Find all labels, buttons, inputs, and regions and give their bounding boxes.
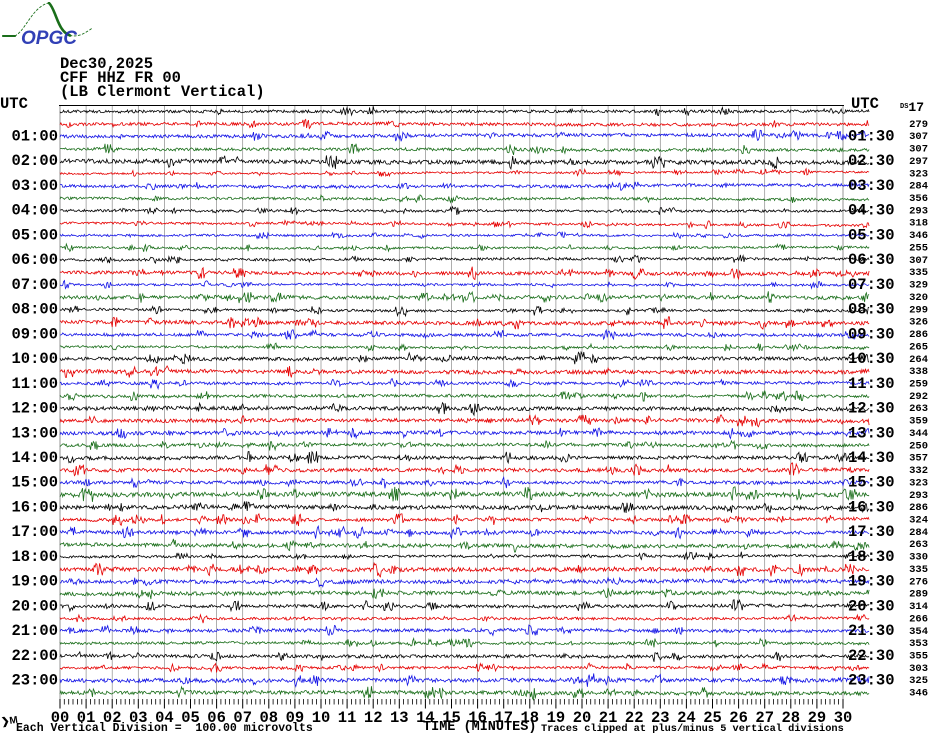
svg-text:286: 286 bbox=[909, 502, 928, 514]
svg-text:03:30: 03:30 bbox=[848, 177, 895, 195]
svg-text:356: 356 bbox=[909, 193, 928, 205]
svg-text:284: 284 bbox=[909, 181, 928, 193]
svg-text:265: 265 bbox=[909, 341, 928, 353]
svg-text:346: 346 bbox=[909, 230, 928, 242]
svg-text:346: 346 bbox=[909, 688, 928, 700]
svg-text:263: 263 bbox=[909, 403, 928, 415]
svg-text:255: 255 bbox=[909, 242, 928, 254]
svg-text:09:00: 09:00 bbox=[11, 325, 58, 343]
svg-text:06:30: 06:30 bbox=[848, 251, 895, 269]
svg-text:335: 335 bbox=[909, 564, 928, 576]
svg-text:11:00: 11:00 bbox=[11, 375, 58, 393]
svg-text:17:30: 17:30 bbox=[848, 523, 895, 541]
svg-text:20:30: 20:30 bbox=[848, 597, 895, 615]
svg-text:23:30: 23:30 bbox=[848, 672, 895, 690]
svg-text:326: 326 bbox=[909, 317, 928, 329]
svg-text:279: 279 bbox=[909, 119, 928, 131]
svg-text:332: 332 bbox=[909, 465, 928, 477]
svg-text:02:30: 02:30 bbox=[848, 152, 895, 170]
svg-text:263: 263 bbox=[909, 539, 928, 551]
svg-text:04:00: 04:00 bbox=[11, 202, 58, 220]
svg-text:22:00: 22:00 bbox=[11, 647, 58, 665]
svg-text:13: 13 bbox=[390, 709, 409, 727]
svg-text:13:00: 13:00 bbox=[11, 424, 58, 442]
svg-text:250: 250 bbox=[909, 440, 928, 452]
svg-text:01:30: 01:30 bbox=[848, 128, 895, 146]
svg-text:318: 318 bbox=[909, 218, 928, 230]
svg-text:276: 276 bbox=[909, 576, 928, 588]
svg-text:338: 338 bbox=[909, 366, 928, 378]
svg-text:19:30: 19:30 bbox=[848, 573, 895, 591]
svg-text:18:30: 18:30 bbox=[848, 548, 895, 566]
svg-text:03:00: 03:00 bbox=[11, 177, 58, 195]
svg-text:359: 359 bbox=[909, 416, 928, 428]
svg-text:15:30: 15:30 bbox=[848, 474, 895, 492]
svg-text:08:00: 08:00 bbox=[11, 301, 58, 319]
svg-text:335: 335 bbox=[909, 267, 928, 279]
svg-text:293: 293 bbox=[909, 205, 928, 217]
svg-text:330: 330 bbox=[909, 552, 928, 564]
svg-text:23:00: 23:00 bbox=[11, 672, 58, 690]
svg-text:12:30: 12:30 bbox=[848, 400, 895, 418]
svg-text:01:00: 01:00 bbox=[11, 128, 58, 146]
svg-text:264: 264 bbox=[909, 354, 928, 366]
svg-text:13:30: 13:30 bbox=[848, 424, 895, 442]
svg-text:11: 11 bbox=[338, 709, 357, 727]
svg-text:19:00: 19:00 bbox=[11, 573, 58, 591]
svg-text:02:00: 02:00 bbox=[11, 152, 58, 170]
svg-text:16:30: 16:30 bbox=[848, 498, 895, 516]
svg-text:04:30: 04:30 bbox=[848, 202, 895, 220]
svg-text:18:00: 18:00 bbox=[11, 548, 58, 566]
svg-text:325: 325 bbox=[909, 675, 928, 687]
svg-text:22:30: 22:30 bbox=[848, 647, 895, 665]
svg-text:329: 329 bbox=[909, 280, 928, 292]
svg-text:12: 12 bbox=[364, 709, 383, 727]
svg-text:14:00: 14:00 bbox=[11, 449, 58, 467]
svg-text:266: 266 bbox=[909, 613, 928, 625]
svg-text:307: 307 bbox=[909, 144, 928, 156]
svg-text:289: 289 bbox=[909, 589, 928, 601]
svg-text:292: 292 bbox=[909, 391, 928, 403]
svg-text:293: 293 bbox=[909, 490, 928, 502]
svg-text:21:30: 21:30 bbox=[848, 622, 895, 640]
svg-text:314: 314 bbox=[909, 601, 928, 613]
svg-text:307: 307 bbox=[909, 255, 928, 267]
svg-text:16:00: 16:00 bbox=[11, 498, 58, 516]
svg-text:08:30: 08:30 bbox=[848, 301, 895, 319]
svg-text:259: 259 bbox=[909, 378, 928, 390]
svg-text:355: 355 bbox=[909, 651, 928, 663]
svg-text:10: 10 bbox=[312, 709, 331, 727]
svg-text:10:30: 10:30 bbox=[848, 350, 895, 368]
svg-text:284: 284 bbox=[909, 527, 928, 539]
svg-text:14:30: 14:30 bbox=[848, 449, 895, 467]
svg-text:286: 286 bbox=[909, 329, 928, 341]
svg-text:354: 354 bbox=[909, 626, 928, 638]
svg-text:297: 297 bbox=[909, 156, 928, 168]
svg-text:05:30: 05:30 bbox=[848, 226, 895, 244]
svg-text:21:00: 21:00 bbox=[11, 622, 58, 640]
svg-text:357: 357 bbox=[909, 453, 928, 465]
svg-text:12:00: 12:00 bbox=[11, 400, 58, 418]
svg-text:324: 324 bbox=[909, 514, 928, 526]
svg-text:323: 323 bbox=[909, 477, 928, 489]
svg-text:323: 323 bbox=[909, 168, 928, 180]
svg-text:09:30: 09:30 bbox=[848, 325, 895, 343]
svg-text:320: 320 bbox=[909, 292, 928, 304]
svg-text:303: 303 bbox=[909, 663, 928, 675]
svg-text:307: 307 bbox=[909, 131, 928, 143]
svg-text:20:00: 20:00 bbox=[11, 597, 58, 615]
svg-text:15:00: 15:00 bbox=[11, 474, 58, 492]
svg-text:17:00: 17:00 bbox=[11, 523, 58, 541]
svg-text:344: 344 bbox=[909, 428, 928, 440]
svg-text:299: 299 bbox=[909, 304, 928, 316]
svg-text:06:00: 06:00 bbox=[11, 251, 58, 269]
svg-text:07:30: 07:30 bbox=[848, 276, 895, 294]
svg-text:11:30: 11:30 bbox=[848, 375, 895, 393]
svg-text:10:00: 10:00 bbox=[11, 350, 58, 368]
svg-text:353: 353 bbox=[909, 638, 928, 650]
svg-text:05:00: 05:00 bbox=[11, 226, 58, 244]
svg-text:07:00: 07:00 bbox=[11, 276, 58, 294]
